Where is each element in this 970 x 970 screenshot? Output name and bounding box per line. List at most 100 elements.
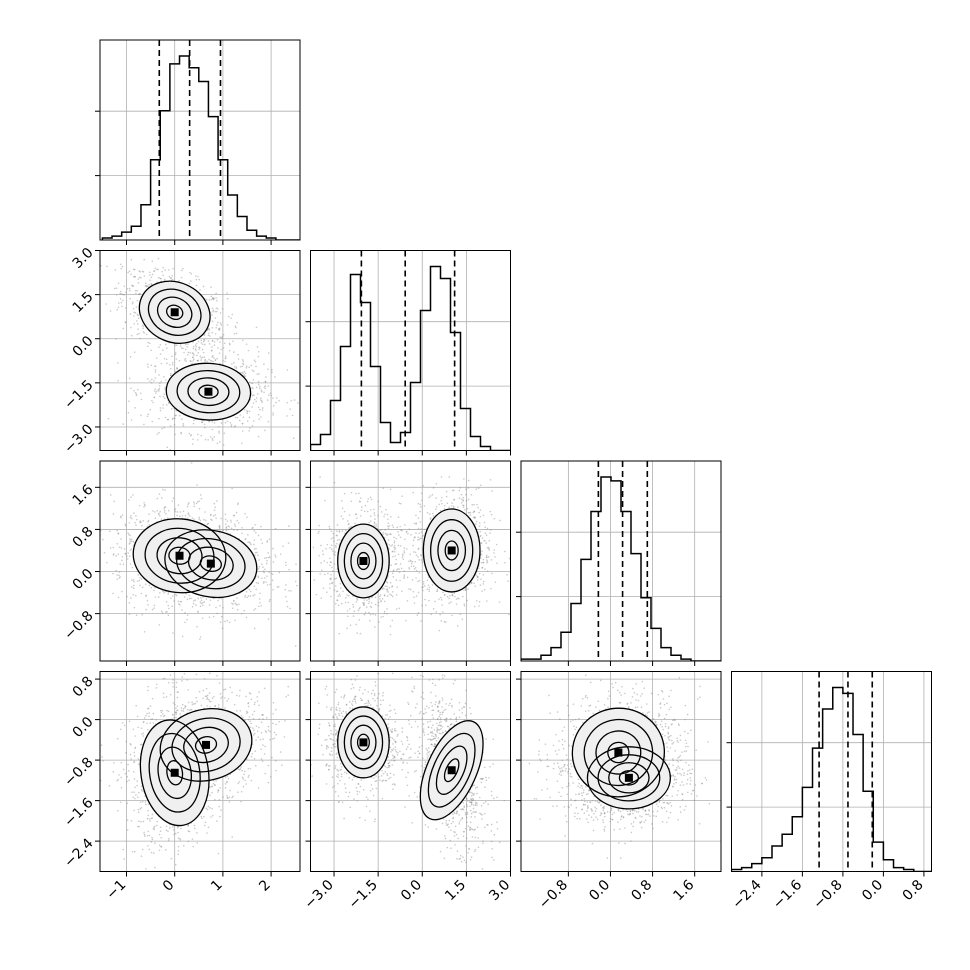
scatter-point	[136, 289, 138, 292]
scatter-point	[221, 696, 224, 698]
scatter-point	[214, 317, 217, 319]
scatter-point	[213, 341, 216, 343]
scatter-point	[117, 362, 119, 364]
scatter-point	[181, 269, 183, 272]
scatter-point	[146, 415, 149, 418]
scatter-point	[177, 837, 180, 839]
scatter-point	[210, 298, 213, 301]
scatter-point	[246, 516, 248, 519]
scatter-point	[233, 600, 235, 602]
scatter-point	[248, 692, 251, 694]
scatter-point	[165, 343, 167, 346]
scatter-point	[121, 305, 123, 308]
scatter-point	[139, 576, 141, 579]
scatter-point	[167, 710, 170, 713]
scatter-point	[151, 399, 153, 402]
scatter-point	[157, 268, 159, 271]
scatter-point	[199, 355, 202, 357]
scatter-point	[220, 422, 223, 424]
scatter-point	[204, 343, 206, 346]
scatter-point	[171, 278, 174, 281]
scatter-point	[197, 351, 200, 354]
scatter-point	[115, 287, 118, 289]
scatter-point	[156, 268, 158, 271]
scatter-point	[143, 630, 146, 633]
scatter-point	[297, 402, 299, 404]
scatter-point	[138, 504, 141, 507]
scatter-point	[214, 506, 216, 509]
scatter-point	[244, 512, 246, 515]
scatter-point	[146, 525, 149, 528]
scatter-point	[169, 367, 172, 370]
scatter-point	[156, 509, 159, 512]
scatter-point	[228, 349, 231, 352]
scatter-point	[154, 371, 157, 373]
scatter-point	[222, 359, 224, 362]
panel-frame	[99, 250, 301, 451]
scatter-point	[119, 298, 122, 300]
density-peak	[175, 551, 184, 560]
scatter-point	[136, 518, 138, 521]
scatter-point	[261, 714, 264, 716]
scatter-point	[204, 359, 207, 361]
scatter-point	[201, 617, 204, 620]
y-tick-label: 3.0	[70, 245, 97, 272]
scatter-point	[239, 371, 242, 374]
scatter-point	[215, 606, 217, 609]
scatter-point	[220, 336, 223, 339]
scatter-point	[139, 521, 141, 524]
scatter-point	[168, 275, 171, 278]
scatter-point	[123, 858, 125, 860]
scatter-point	[158, 387, 161, 390]
scatter-point	[132, 275, 135, 278]
scatter-point	[174, 353, 177, 356]
scatter-point	[249, 595, 252, 597]
scatter-point	[159, 709, 162, 712]
scatter-point	[214, 358, 217, 361]
scatter-point	[196, 625, 198, 628]
scatter-point	[178, 414, 181, 417]
scatter-point	[257, 355, 260, 358]
scatter-point	[253, 585, 256, 588]
scatter-point	[279, 553, 282, 555]
scatter-point	[138, 579, 141, 582]
scatter-point	[203, 334, 206, 337]
scatter-point	[216, 339, 219, 341]
scatter-point	[251, 382, 253, 384]
scatter-point	[175, 358, 178, 360]
scatter-point	[227, 315, 230, 318]
scatter-point	[208, 420, 211, 423]
scatter-point	[235, 366, 238, 368]
scatter-point	[109, 530, 111, 533]
scatter-point	[271, 573, 274, 576]
scatter-point	[140, 398, 143, 401]
scatter-point	[121, 265, 124, 268]
scatter-point	[220, 615, 223, 618]
scatter-point	[253, 757, 256, 760]
scatter-point	[211, 326, 214, 329]
scatter-point	[234, 325, 237, 327]
scatter-point	[210, 816, 212, 818]
panel-frame	[99, 460, 301, 662]
scatter-point	[151, 420, 154, 423]
scatter-point	[207, 522, 210, 525]
scatter-point	[235, 603, 238, 606]
scatter-point	[189, 280, 192, 282]
scatter-point	[159, 407, 162, 409]
scatter-point	[246, 412, 249, 414]
scatter-point	[258, 418, 260, 420]
scatter-point	[187, 824, 189, 827]
scatter-point	[247, 767, 250, 770]
scatter-point	[211, 339, 214, 342]
scatter-point	[224, 783, 227, 785]
scatter-point	[177, 504, 180, 506]
scatter-point	[209, 807, 211, 809]
scatter-point	[251, 382, 254, 384]
scatter-point	[102, 760, 104, 762]
scatter-point	[224, 697, 226, 699]
scatter-point	[150, 283, 153, 285]
scatter-point	[234, 602, 237, 604]
scatter-point	[265, 717, 268, 719]
scatter-point	[126, 558, 129, 560]
scatter-point	[192, 345, 195, 348]
